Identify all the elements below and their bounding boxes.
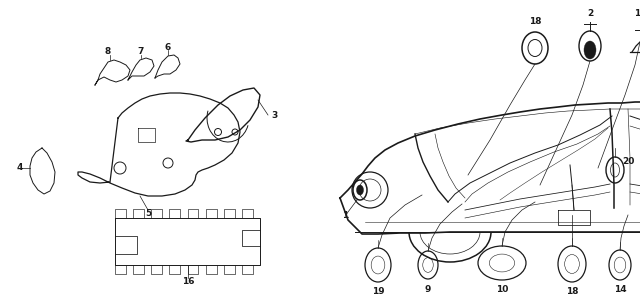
- Text: 9: 9: [425, 285, 431, 294]
- Ellipse shape: [356, 185, 364, 195]
- Text: 14: 14: [614, 285, 627, 294]
- Text: 1: 1: [342, 210, 348, 220]
- Text: 5: 5: [145, 209, 151, 218]
- Text: 19: 19: [372, 288, 384, 297]
- Text: 16: 16: [182, 277, 195, 286]
- Text: 3: 3: [272, 111, 278, 119]
- Text: 20: 20: [622, 158, 634, 167]
- Text: 6: 6: [165, 43, 171, 52]
- Text: 13: 13: [634, 10, 640, 18]
- Text: 7: 7: [138, 47, 144, 57]
- Text: 10: 10: [496, 285, 508, 294]
- Ellipse shape: [584, 41, 596, 59]
- Text: 4: 4: [17, 164, 23, 173]
- Text: 8: 8: [105, 47, 111, 57]
- Text: 2: 2: [587, 10, 593, 18]
- Text: 18: 18: [566, 288, 579, 297]
- Text: 18: 18: [529, 18, 541, 27]
